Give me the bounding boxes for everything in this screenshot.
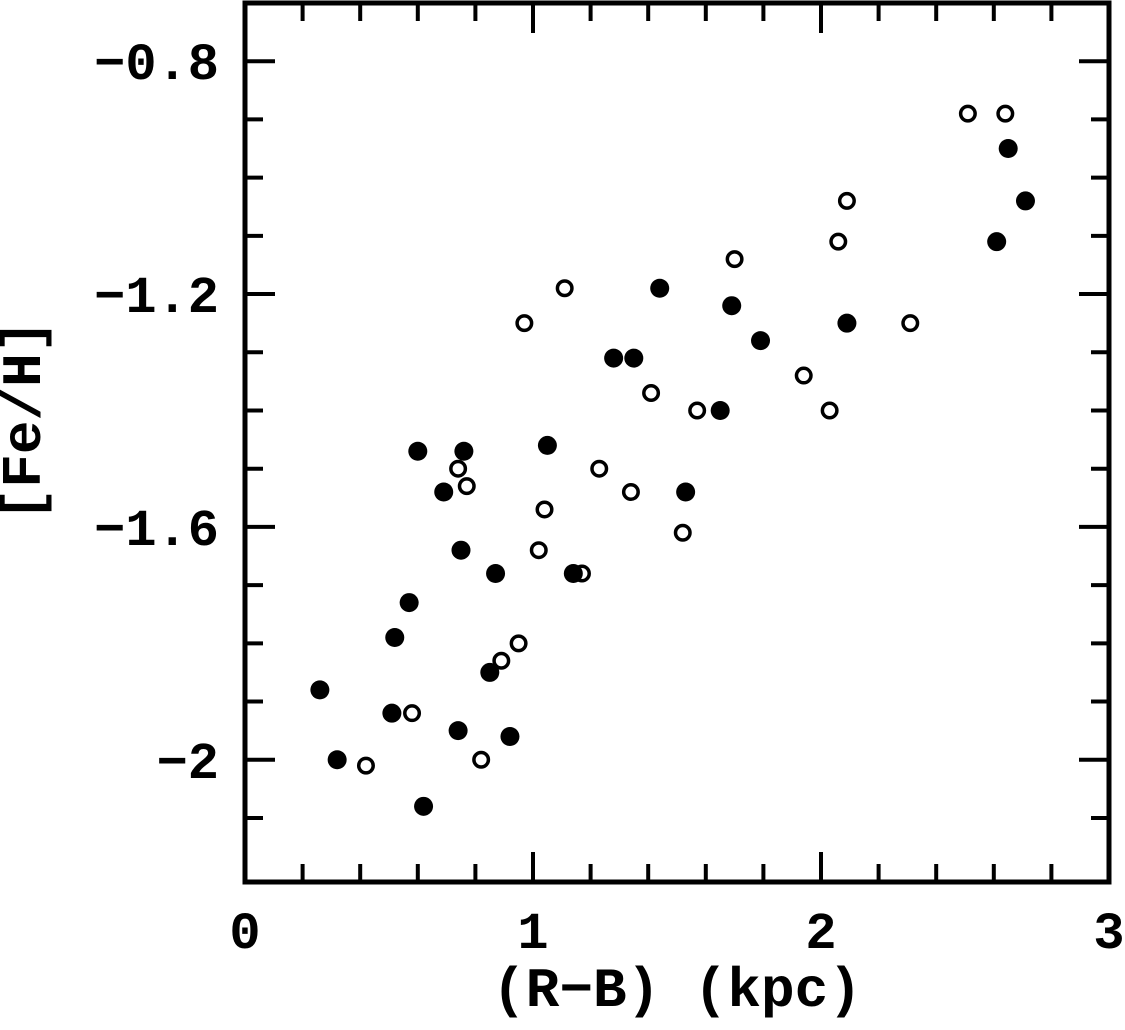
data-point-filled — [408, 441, 428, 461]
data-point-filled — [987, 232, 1007, 252]
data-point-filled — [454, 441, 474, 461]
y-tick-label: −2 — [157, 735, 219, 794]
data-point-filled — [710, 400, 730, 420]
data-point-filled — [676, 482, 696, 502]
data-point-filled — [486, 563, 506, 583]
data-point-filled — [414, 796, 434, 816]
data-point-open — [820, 401, 839, 420]
data-point-filled — [448, 721, 468, 741]
data-point-filled — [751, 331, 771, 351]
data-point-filled — [382, 703, 402, 723]
x-tick-label: 3 — [1093, 905, 1124, 964]
data-point-open — [829, 232, 848, 251]
data-point-open — [725, 250, 744, 269]
data-point-open — [590, 459, 609, 478]
data-point-open — [492, 651, 511, 670]
data-point-open — [572, 564, 591, 583]
data-point-open — [449, 459, 468, 478]
data-point-open — [901, 314, 920, 333]
data-point-open — [457, 477, 476, 496]
data-point-open — [535, 500, 554, 519]
x-axis-title: (R−B) (kpc) — [492, 959, 862, 1023]
data-point-open — [555, 279, 574, 298]
data-point-filled — [480, 662, 500, 682]
data-point-open — [958, 104, 977, 123]
data-point-filled — [327, 750, 347, 770]
data-point-filled — [998, 139, 1018, 159]
y-tick-label: −1.6 — [94, 502, 219, 561]
data-point-open — [621, 482, 640, 501]
data-point-filled — [500, 726, 520, 746]
y-axis-title: [Fe/H] — [0, 320, 57, 522]
x-tick-label: 2 — [805, 905, 836, 964]
data-point-open — [794, 366, 813, 385]
data-point-open — [837, 191, 856, 210]
data-point-open — [509, 634, 528, 653]
y-tick-label: −0.8 — [94, 36, 219, 95]
data-point-filled — [537, 435, 557, 455]
data-point-open — [688, 401, 707, 420]
data-point-open — [529, 541, 548, 560]
data-point-filled — [399, 593, 419, 613]
data-point-filled — [604, 348, 624, 368]
data-point-open — [472, 750, 491, 769]
data-point-open — [356, 756, 375, 775]
data-point-open — [403, 704, 422, 723]
data-point-filled — [650, 278, 670, 298]
data-point-open — [515, 314, 534, 333]
x-tick-label: 0 — [229, 905, 260, 964]
y-tick-label: −1.2 — [94, 269, 219, 328]
data-point-filled — [837, 313, 857, 333]
x-tick-label: 1 — [517, 905, 548, 964]
data-point-filled — [624, 348, 644, 368]
data-point-filled — [722, 296, 742, 316]
data-point-open — [996, 104, 1015, 123]
data-point-open — [673, 523, 692, 542]
data-point-filled — [434, 482, 454, 502]
data-point-filled — [310, 680, 330, 700]
data-point-filled — [1015, 191, 1035, 211]
data-point-filled — [451, 540, 471, 560]
data-point-open — [642, 384, 661, 403]
data-point-filled — [385, 628, 405, 648]
plot-frame — [242, 0, 1112, 885]
